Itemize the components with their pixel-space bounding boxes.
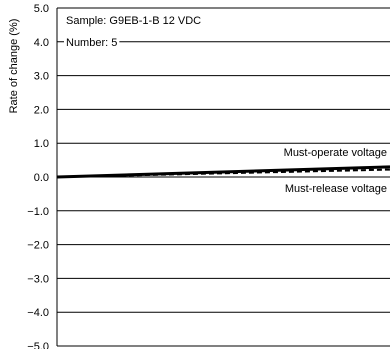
y-tick-label: 0.0 xyxy=(34,172,49,184)
y-axis-label: Rate of change (%) xyxy=(8,19,20,114)
y-tick-label: 3.0 xyxy=(34,71,49,83)
y-tick-label: 4.0 xyxy=(34,37,49,49)
y-tick-label: 1.0 xyxy=(34,138,49,150)
series-label: Must-operate voltage xyxy=(284,147,387,159)
series-label: Must-release voltage xyxy=(285,183,387,195)
series xyxy=(56,165,390,179)
number-annotation: Number: 5 xyxy=(66,37,117,49)
y-tick-labels: 5.0 4.0 3.0 2.0 1.0 0.0 −1.0 −2.0 −3.0 −4.0 −5.0 xyxy=(27,3,49,353)
series-line xyxy=(56,165,390,179)
series-labels: Must-operate voltage Must-release voltage xyxy=(284,147,387,195)
sample-annotation: Sample: G9EB-1-B 12 VDC xyxy=(66,15,201,27)
y-tick-label: −1.0 xyxy=(27,206,49,218)
y-tick-label: −2.0 xyxy=(27,240,49,252)
annotation-background xyxy=(64,36,120,50)
y-tick-label: −3.0 xyxy=(27,273,49,285)
y-tick-label: −4.0 xyxy=(27,307,49,319)
y-tick-label: −5.0 xyxy=(27,341,49,349)
y-tick-label: 2.0 xyxy=(34,104,49,116)
y-tick-label: 5.0 xyxy=(34,3,49,15)
gridlines xyxy=(57,7,390,347)
